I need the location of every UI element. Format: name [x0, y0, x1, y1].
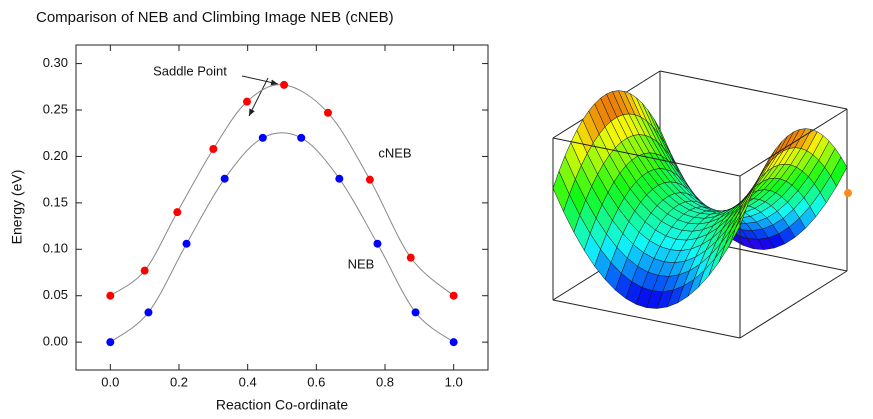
- y-tick-label: 0.10: [43, 241, 68, 256]
- box-edge: [659, 70, 848, 110]
- x-tick-label: 0.0: [101, 374, 119, 389]
- y-tick-label: 0.15: [43, 194, 68, 209]
- chart-title: Comparison of NEB and Climbing Image NEB…: [36, 9, 394, 26]
- saddle-surface-illustration: [552, 70, 852, 339]
- annotation: Saddle Point: [153, 63, 227, 78]
- data-point: [144, 308, 153, 317]
- series-label: cNEB: [378, 145, 411, 160]
- data-point: [106, 291, 115, 300]
- x-tick-label: 0.6: [307, 374, 325, 389]
- box-edge: [552, 137, 741, 177]
- data-point: [324, 108, 333, 117]
- x-tick-label: 0.2: [170, 374, 188, 389]
- x-axis-label: Reaction Co-ordinate: [216, 397, 349, 413]
- y-tick-label: 0.05: [43, 287, 68, 302]
- x-tick-label: 0.8: [376, 374, 394, 389]
- data-point: [106, 338, 115, 347]
- y-axis-label: Energy (eV): [9, 170, 25, 245]
- data-point: [280, 80, 289, 89]
- x-tick-label: 1.0: [445, 374, 463, 389]
- series-label: NEB: [348, 256, 375, 271]
- data-point: [242, 97, 251, 106]
- data-point: [220, 174, 229, 183]
- surface-patch: [729, 209, 747, 246]
- data-point: [449, 291, 458, 300]
- data-point: [365, 175, 374, 184]
- data-point: [297, 133, 306, 142]
- plot-frame: [75, 44, 489, 371]
- surface-marker: [844, 189, 852, 197]
- data-point: [173, 208, 182, 217]
- series-line: [110, 84, 454, 297]
- series-line: [110, 132, 454, 343]
- data-point: [209, 145, 218, 153]
- x-tick-label: 0.4: [239, 374, 257, 389]
- data-point: [411, 308, 420, 317]
- annotation-arrow: [248, 77, 269, 117]
- box-edge: [739, 270, 848, 339]
- y-tick-label: 0.25: [43, 101, 68, 116]
- y-tick-label: 0.20: [43, 148, 68, 163]
- y-tick-label: 0.30: [43, 55, 68, 70]
- data-point: [373, 239, 382, 248]
- y-tick-label: 0.00: [43, 334, 68, 349]
- data-point: [182, 239, 191, 248]
- data-point: [140, 266, 149, 275]
- data-point: [449, 338, 458, 347]
- data-point: [258, 133, 267, 142]
- surface-patch: [552, 170, 570, 213]
- data-point: [406, 253, 415, 262]
- box-edge: [739, 108, 848, 177]
- data-point: [335, 174, 344, 183]
- box-edge: [552, 299, 741, 339]
- annotation-arrow: [241, 75, 279, 86]
